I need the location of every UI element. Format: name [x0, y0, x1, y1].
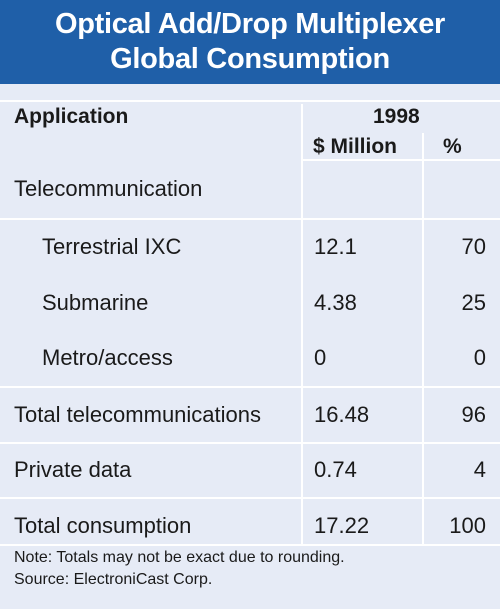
footnote: Note: Totals may not be exact due to rou…	[14, 549, 345, 566]
source-note: Source: ElectroniCast Corp.	[14, 571, 213, 588]
divider	[302, 159, 500, 161]
cell-percent: 100	[449, 513, 486, 538]
row-label: Total consumption	[14, 513, 192, 538]
divider	[301, 104, 303, 545]
cell-million: 0.74	[314, 457, 357, 482]
row-label: Private data	[14, 457, 132, 482]
row-label: Terrestrial IXC	[42, 234, 182, 259]
divider	[0, 544, 500, 546]
divider	[0, 442, 500, 444]
divider	[0, 386, 500, 388]
divider	[422, 133, 424, 545]
cell-million: 12.1	[314, 234, 357, 259]
column-header-million: $ Million	[313, 135, 397, 158]
row-label: Metro/access	[42, 345, 173, 370]
cell-million: 17.22	[314, 513, 370, 538]
row-label: Total telecommunications	[14, 402, 262, 427]
cell-percent: 4	[473, 457, 486, 482]
row-label: Submarine	[42, 290, 149, 315]
column-header-application: Application	[14, 105, 129, 128]
cell-percent: 70	[461, 234, 486, 259]
cell-percent: 0	[473, 345, 486, 370]
divider	[0, 497, 500, 499]
column-header-year: 1998	[373, 105, 420, 128]
title-line-1: Optical Add/Drop Multiplexer	[54, 8, 446, 40]
cell-million: 16.48	[314, 402, 370, 427]
divider	[0, 218, 500, 220]
table-title: Optical Add/Drop Multiplexer Global Cons…	[0, 0, 500, 84]
row-label: Telecommunication	[14, 176, 203, 201]
column-header-percent: %	[443, 135, 462, 158]
title-line-2: Global Consumption	[110, 43, 390, 75]
cell-million: 0	[314, 345, 327, 370]
divider	[0, 100, 500, 102]
cell-million: 4.38	[314, 290, 357, 315]
cell-percent: 25	[461, 290, 486, 315]
cell-percent: 96	[461, 402, 486, 427]
